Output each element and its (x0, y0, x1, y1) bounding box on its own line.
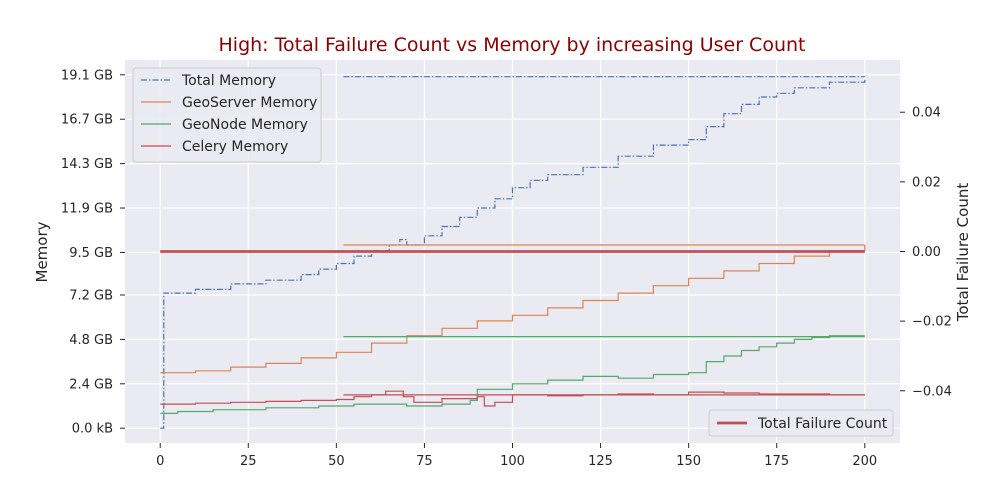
x-tick-label: 0 (156, 454, 164, 469)
y-tick-label: 7.2 GB (69, 288, 113, 303)
series-line-geonode-memory (160, 335, 865, 414)
series-line-celery-memory (160, 390, 865, 407)
series-line-geoserver-memory (160, 245, 866, 374)
y2-tick-label: 0.00 (912, 245, 941, 260)
y-tick-label: 14.3 GB (61, 157, 113, 172)
legend-label-geoserver-memory: GeoServer Memory (182, 95, 317, 111)
legend-right: Total Failure Count (708, 409, 894, 437)
y-tick-label: 2.4 GB (69, 377, 113, 392)
y-tick-label: 11.9 GB (61, 202, 113, 217)
y-axis-left: 0.0 kB 2.4 GB 4.8 GB 7.2 GB 9.5 GB 11.9 GB 14.… (61, 68, 125, 437)
series-layer (160, 76, 866, 429)
y-axis-right: −0.04 −0.02 0.00 0.02 0.04 (900, 106, 952, 399)
y2-tick-label: −0.02 (912, 315, 952, 330)
x-tick-label: 200 (852, 454, 877, 469)
chart-title: High: Total Failure Count vs Memory by i… (219, 34, 806, 56)
y2-tick-label: 0.04 (912, 106, 941, 121)
y-axis-label: Memory (33, 221, 51, 282)
x-tick-label: 125 (588, 454, 613, 469)
y-tick-label: 4.8 GB (69, 333, 113, 348)
legend-label-celery-memory: Celery Memory (182, 139, 288, 155)
x-axis: 0 25 50 75 100 125 150 175 200 (156, 443, 877, 469)
y-tick-label: 9.5 GB (69, 246, 113, 261)
legend-right-frame (708, 409, 894, 437)
x-tick-label: 150 (676, 454, 701, 469)
legend-label-total-memory: Total Memory (181, 73, 276, 89)
x-tick-label: 50 (328, 454, 345, 469)
y2-tick-label: −0.04 (912, 384, 952, 399)
series-line-total-memory (160, 78, 866, 429)
y2-tick-label: 0.02 (912, 175, 941, 190)
x-tick-label: 75 (416, 454, 433, 469)
legend-label-total-failure-count: Total Failure Count (757, 416, 888, 432)
y-tick-label: 16.7 GB (61, 113, 113, 128)
x-tick-label: 175 (764, 454, 789, 469)
y2-axis-label: Total Failure Count (954, 183, 972, 323)
legend-left: Total Memory GeoServer Memory GeoNode Memo… (132, 67, 322, 163)
x-tick-label: 100 (500, 454, 525, 469)
x-tick-label: 25 (240, 454, 257, 469)
y-tick-label: 19.1 GB (61, 68, 113, 83)
legend-left-frame (132, 67, 322, 163)
y-tick-label: 0.0 kB (72, 422, 113, 437)
legend-label-geonode-memory: GeoNode Memory (182, 117, 308, 133)
